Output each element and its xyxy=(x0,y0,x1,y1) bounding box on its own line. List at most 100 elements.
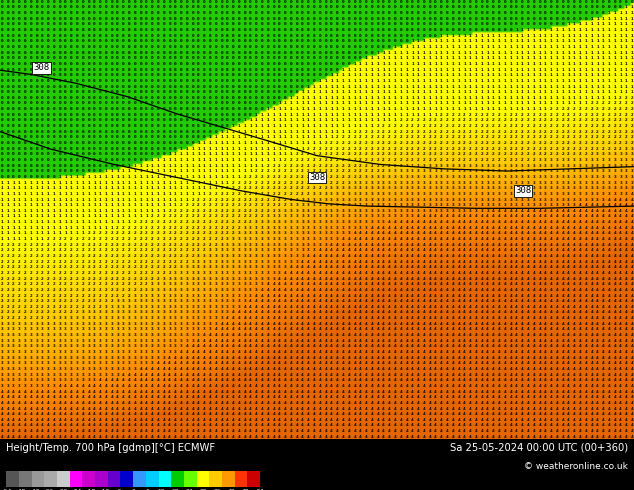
Text: 1: 1 xyxy=(238,135,240,139)
Text: 1: 1 xyxy=(486,68,489,72)
Text: 4: 4 xyxy=(544,350,547,354)
Text: 0: 0 xyxy=(30,73,32,77)
Text: 0: 0 xyxy=(284,34,287,38)
Text: 0: 0 xyxy=(6,169,9,173)
Text: 1: 1 xyxy=(377,79,379,83)
Text: 4: 4 xyxy=(423,390,425,393)
Text: 3: 3 xyxy=(243,271,246,275)
Text: 4: 4 xyxy=(405,231,408,235)
Text: 2: 2 xyxy=(30,316,32,320)
Text: 4: 4 xyxy=(342,429,344,433)
Text: 4: 4 xyxy=(457,243,460,246)
Text: 0: 0 xyxy=(70,169,73,173)
Text: 2: 2 xyxy=(336,152,339,156)
Text: 2: 2 xyxy=(261,197,263,201)
Text: 4: 4 xyxy=(492,226,495,230)
Text: 4: 4 xyxy=(521,390,524,393)
Text: 3: 3 xyxy=(139,361,142,366)
Text: 2: 2 xyxy=(30,260,32,264)
Text: 3: 3 xyxy=(6,322,9,326)
Text: 2: 2 xyxy=(417,152,420,156)
Text: 4: 4 xyxy=(503,350,506,354)
Text: 2: 2 xyxy=(134,288,136,292)
Text: 1: 1 xyxy=(527,28,529,32)
Text: 4: 4 xyxy=(93,384,96,388)
Text: 4: 4 xyxy=(47,418,49,422)
Text: 1: 1 xyxy=(58,209,61,213)
Text: 0: 0 xyxy=(93,90,96,94)
Text: 0: 0 xyxy=(498,28,500,32)
Text: 0: 0 xyxy=(162,34,165,38)
Text: 3: 3 xyxy=(631,158,633,162)
Text: 0: 0 xyxy=(180,28,183,32)
Text: 2: 2 xyxy=(82,265,84,270)
Text: 3: 3 xyxy=(527,175,529,179)
Text: 0: 0 xyxy=(498,17,500,21)
Text: 1: 1 xyxy=(463,107,466,111)
Text: 3: 3 xyxy=(538,158,541,162)
Text: 4: 4 xyxy=(377,333,379,337)
Text: 1: 1 xyxy=(555,50,559,54)
Text: 4: 4 xyxy=(550,276,552,281)
Text: 2: 2 xyxy=(521,141,524,145)
Text: 0: 0 xyxy=(87,158,90,162)
Text: 1: 1 xyxy=(36,220,38,224)
Text: 4: 4 xyxy=(555,378,559,382)
Text: 4: 4 xyxy=(550,209,552,213)
Text: 4: 4 xyxy=(596,260,598,264)
Text: 3: 3 xyxy=(180,311,183,315)
Text: 0: 0 xyxy=(191,62,194,66)
Text: 1: 1 xyxy=(394,79,396,83)
Text: 4: 4 xyxy=(509,311,512,315)
Text: 1: 1 xyxy=(70,215,73,219)
Text: 1: 1 xyxy=(353,124,356,128)
Text: 2: 2 xyxy=(614,130,616,134)
Text: 0: 0 xyxy=(162,84,165,89)
Text: 4: 4 xyxy=(602,305,604,309)
Text: 4: 4 xyxy=(596,423,598,427)
Text: 1: 1 xyxy=(87,203,90,207)
Text: 4: 4 xyxy=(596,237,598,241)
Text: 1: 1 xyxy=(417,56,420,60)
Text: 3: 3 xyxy=(625,158,628,162)
Text: 3: 3 xyxy=(325,197,327,201)
Text: 0: 0 xyxy=(521,17,524,21)
Text: 4: 4 xyxy=(301,373,304,377)
Text: 4: 4 xyxy=(278,305,281,309)
Text: 4: 4 xyxy=(75,418,79,422)
Text: 2: 2 xyxy=(469,124,472,128)
Text: 1: 1 xyxy=(1,226,3,230)
Text: 4: 4 xyxy=(318,333,321,337)
Text: 4: 4 xyxy=(521,327,524,331)
Text: 4: 4 xyxy=(405,356,408,360)
Text: 4: 4 xyxy=(394,407,396,411)
Text: 1: 1 xyxy=(353,90,356,94)
Text: 0: 0 xyxy=(318,62,321,66)
Text: 1: 1 xyxy=(162,175,165,179)
Text: 4: 4 xyxy=(388,271,391,275)
Text: 4: 4 xyxy=(451,361,454,366)
Text: 3: 3 xyxy=(330,215,333,219)
Text: 4: 4 xyxy=(295,305,298,309)
Text: 0: 0 xyxy=(273,62,275,66)
Text: 2: 2 xyxy=(585,141,587,145)
Text: 4: 4 xyxy=(128,407,131,411)
Text: 3: 3 xyxy=(82,327,84,331)
Text: 0: 0 xyxy=(353,34,356,38)
Text: 0: 0 xyxy=(41,169,44,173)
Text: 0: 0 xyxy=(82,84,84,89)
Text: 1: 1 xyxy=(110,209,113,213)
Text: 4: 4 xyxy=(249,333,252,337)
Text: 1: 1 xyxy=(47,203,49,207)
Text: 2: 2 xyxy=(492,135,495,139)
Text: 4: 4 xyxy=(238,423,240,427)
Text: 3: 3 xyxy=(209,322,211,326)
Text: 4: 4 xyxy=(434,423,437,427)
Text: 1: 1 xyxy=(186,197,188,201)
Text: 4: 4 xyxy=(417,237,420,241)
Text: 2: 2 xyxy=(527,135,529,139)
Text: 1: 1 xyxy=(139,186,142,190)
Text: 4: 4 xyxy=(318,254,321,258)
Text: 3: 3 xyxy=(134,299,136,303)
Text: 4: 4 xyxy=(128,412,131,416)
